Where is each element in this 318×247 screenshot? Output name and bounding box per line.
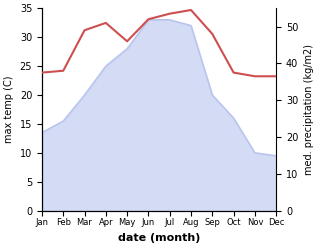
Y-axis label: max temp (C): max temp (C) xyxy=(4,76,14,143)
X-axis label: date (month): date (month) xyxy=(118,233,200,243)
Y-axis label: med. precipitation (kg/m2): med. precipitation (kg/m2) xyxy=(304,44,314,175)
